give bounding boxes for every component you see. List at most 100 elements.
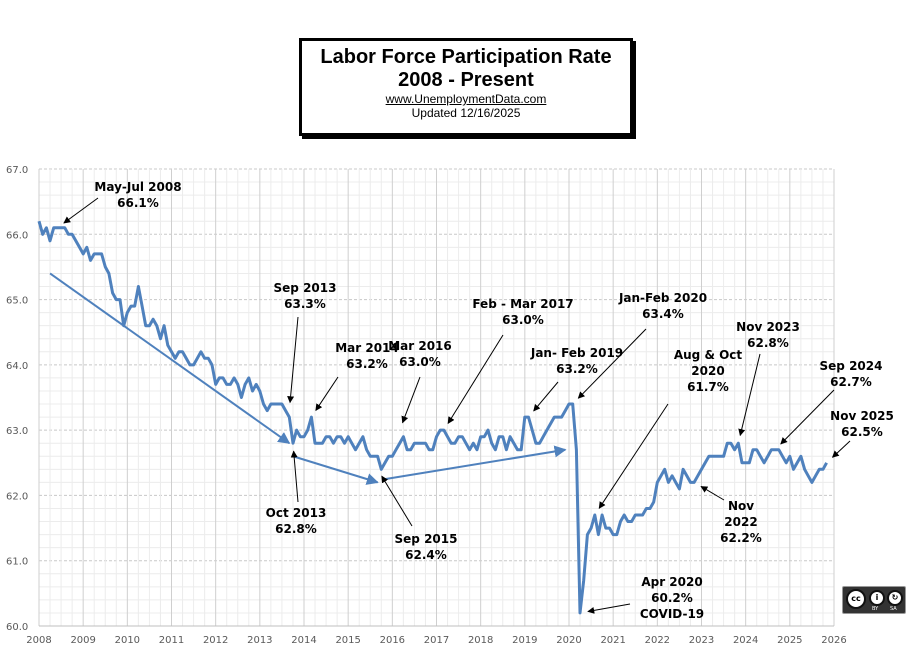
annotation-label: May-Jul 2008: [94, 180, 181, 194]
chart-subtitle: 2008 - Present: [398, 69, 534, 91]
by-icon: i: [869, 590, 885, 606]
x-tick-label: 2010: [115, 635, 140, 646]
x-tick-label: 2017: [424, 635, 449, 646]
annotation-label: 62.8%: [275, 522, 317, 536]
x-tick-label: 2009: [70, 635, 95, 646]
annotation: Nov 2023 62.8%: [736, 320, 800, 437]
annotation-arrow: [287, 316, 299, 404]
annotation-arrow: [63, 197, 99, 224]
annotation-label: Jan- Feb 2019: [530, 346, 623, 360]
annotation: Nov 2025 62.5%: [830, 409, 894, 458]
x-tick-label: 2021: [600, 635, 625, 646]
x-tick-label: 2011: [159, 635, 184, 646]
annotation-label: 62.7%: [830, 375, 872, 389]
y-tick-label: 62.0: [6, 491, 28, 502]
annotation-label: Aug & Oct: [674, 348, 743, 362]
grid-lines: [38, 168, 835, 627]
annotation-arrow: [290, 450, 299, 503]
annotation-label: 2020: [691, 364, 724, 378]
x-tick-label: 2014: [291, 635, 316, 646]
y-tick-label: 65.0: [6, 296, 28, 307]
annotation-label: 63.2%: [346, 357, 388, 371]
annotation-label: 62.4%: [405, 548, 447, 562]
annotation-label: 62.5%: [841, 425, 883, 439]
annotation-arrow: [780, 389, 835, 445]
series-line-lfpr: [37, 220, 828, 615]
x-tick-label: 2016: [380, 635, 405, 646]
annotation-label: Nov 2025: [830, 409, 894, 423]
annotation: Nov 2022 62.2%: [700, 486, 762, 545]
x-tick-label: 2012: [203, 635, 228, 646]
annotation-arrow: [447, 334, 504, 424]
annotation-label: 63.2%: [556, 362, 598, 376]
annotation: Mar 2014 63.2%: [315, 341, 399, 412]
x-tick-label: 2023: [689, 635, 714, 646]
annotation-arrow: [381, 475, 413, 527]
x-tick-label: 2013: [247, 635, 272, 646]
annotation-label: Sep 2013: [274, 281, 337, 295]
cc-icon: cc: [846, 589, 866, 609]
y-tick-label: 67.0: [6, 165, 28, 176]
sa-label: SA: [890, 606, 897, 612]
x-tick-label: 2025: [777, 635, 802, 646]
by-label: BY: [872, 606, 879, 612]
annotation: May-Jul 2008 66.1%: [63, 180, 182, 224]
annotation-arrow: [738, 353, 761, 437]
source-link[interactable]: www.UnemploymentData.com: [385, 92, 547, 106]
annotation-arrow: [700, 486, 725, 501]
annotation-label: 63.3%: [284, 297, 326, 311]
chart-title: Labor Force Participation Rate: [320, 46, 612, 68]
x-tick-label: 2022: [645, 635, 670, 646]
annotation-label: 63.0%: [502, 313, 544, 327]
annotation-label: Feb - Mar 2017: [472, 297, 573, 311]
annotation-label: COVID-19: [640, 607, 704, 621]
y-tick-label: 64.0: [6, 361, 28, 372]
annotation-arrow: [533, 381, 559, 412]
annotation: Sep 2015 62.4%: [381, 475, 458, 562]
annotation-label: Nov: [728, 499, 754, 513]
annotation: Feb - Mar 2017 63.0%: [447, 297, 574, 424]
annotation-label: 61.7%: [687, 380, 729, 394]
annotation-label: Mar 2014: [335, 341, 399, 355]
annotation-label: 62.2%: [720, 531, 762, 545]
x-tick-label: 2008: [26, 635, 51, 646]
annotation-label: 66.1%: [117, 196, 159, 210]
y-tick-label: 60.0: [6, 622, 28, 633]
annotation-label: Oct 2013: [266, 506, 327, 520]
updated-date: Updated 12/16/2025: [411, 106, 521, 120]
annotation: Aug & Oct 2020 61.7%: [598, 348, 743, 509]
annotation-label: 63.4%: [642, 307, 684, 321]
annotation: Sep 2024 62.7%: [780, 359, 882, 445]
y-tick-label: 66.0: [6, 230, 28, 241]
annotation-label: Jan-Feb 2020: [618, 291, 707, 305]
x-tick-label: 2026: [821, 635, 846, 646]
annotation-label: Sep 2015: [395, 532, 458, 546]
x-tick-label: 2024: [733, 635, 758, 646]
x-tick-label: 2018: [468, 635, 493, 646]
trend-arrow: [49, 272, 291, 445]
annotation: Jan-Feb 2020 63.4%: [577, 291, 707, 399]
annotation-label: Mar 2016: [388, 339, 452, 353]
annotation-label: 60.2%: [651, 591, 693, 605]
annotation: Sep 2013 63.3%: [274, 281, 337, 404]
annotation: Apr 2020 60.2% COVID-19: [587, 575, 704, 621]
annotation: Mar 2016 63.0%: [388, 339, 452, 424]
annotation-arrow: [587, 603, 631, 614]
trend-arrow: [384, 445, 567, 481]
annotation-arrow: [577, 328, 647, 399]
x-axis-ticks: 2008 2009 2010 2011 2012 2013 2014 2015 2016 2017…: [26, 635, 846, 646]
y-tick-label: 61.0: [6, 557, 28, 568]
annotation-label: 62.8%: [747, 336, 789, 350]
creative-commons-badge[interactable]: cc i ↻ BY SA: [842, 586, 906, 614]
annotation-label: Apr 2020: [641, 575, 702, 589]
x-tick-label: 2015: [335, 635, 360, 646]
x-tick-label: 2019: [512, 635, 537, 646]
annotation-label: 63.0%: [399, 355, 441, 369]
x-tick-label: 2020: [556, 635, 581, 646]
annotation-label: Nov 2023: [736, 320, 800, 334]
annotation-arrow: [598, 403, 669, 509]
annotation-arrow: [401, 376, 421, 424]
annotation: Oct 2013 62.8%: [266, 450, 327, 536]
